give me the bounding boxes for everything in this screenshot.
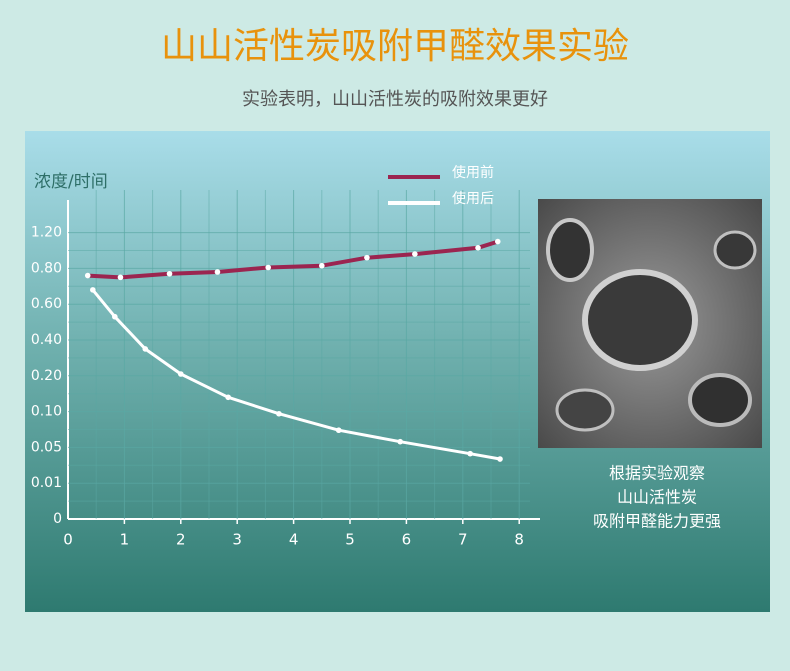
x-tick-label: 3 xyxy=(232,531,242,549)
data-point xyxy=(276,410,282,417)
x-tick-label: 0 xyxy=(63,531,73,549)
series-line xyxy=(85,239,500,280)
data-point xyxy=(178,371,184,377)
y-tick-label: 0.40 xyxy=(31,332,62,348)
y-tick-label: 0.05 xyxy=(31,439,62,455)
data-point xyxy=(475,245,481,251)
caption-line: 吸附甲醛能力更强 xyxy=(593,512,721,531)
x-tick-label: 6 xyxy=(402,531,412,549)
data-point xyxy=(112,313,118,320)
series-line xyxy=(91,288,502,461)
data-point xyxy=(467,450,473,457)
y-tick-label: 0.60 xyxy=(31,296,62,312)
x-tick-label: 4 xyxy=(289,531,299,549)
data-point xyxy=(214,269,221,275)
data-point xyxy=(397,438,403,445)
data-point xyxy=(225,394,231,401)
pore xyxy=(688,373,752,427)
pore xyxy=(546,218,594,282)
x-tick-label: 2 xyxy=(176,531,186,549)
data-point xyxy=(166,270,173,277)
subtitle: 实验表明，山山活性炭的吸附效果更好 xyxy=(242,89,548,110)
caption-line: 根据实验观察 xyxy=(609,464,705,483)
x-tick-label: 1 xyxy=(120,531,130,549)
x-tick-label: 7 xyxy=(458,531,468,549)
y-axis-label: 浓度/时间 xyxy=(34,172,108,192)
y-tick-label: 0 xyxy=(53,511,62,527)
legend-label: 使用前 xyxy=(452,164,494,181)
y-tick-label: 0.01 xyxy=(31,475,62,491)
legend-label: 使用后 xyxy=(452,190,494,207)
pore xyxy=(713,230,757,270)
data-point xyxy=(90,287,96,293)
data-point xyxy=(319,262,325,269)
caption-line: 山山活性炭 xyxy=(617,488,697,507)
data-point xyxy=(265,264,272,271)
title: 山山活性炭吸附甲醛效果实验 xyxy=(161,26,629,67)
grid: 0 0.01 0.05 0.10 0.20 0.40 0.60 0.80 1.20 0 1 2 3 4 5 6… xyxy=(31,190,530,549)
y-tick-label: 0.80 xyxy=(31,260,62,276)
data-point xyxy=(494,238,501,245)
data-point xyxy=(84,272,91,279)
data-point xyxy=(142,346,149,352)
data-point xyxy=(117,274,124,281)
pore xyxy=(555,388,615,432)
x-tick-label: 8 xyxy=(514,531,524,549)
photo xyxy=(538,199,762,448)
data-point xyxy=(497,456,503,462)
pore xyxy=(582,269,698,371)
y-tick-label: 0.20 xyxy=(31,368,62,384)
data-point xyxy=(364,254,370,261)
y-tick-label: 1.20 xyxy=(31,225,62,241)
y-tick-label: 0.10 xyxy=(31,404,62,420)
data-point xyxy=(335,427,342,434)
x-tick-label: 5 xyxy=(345,531,355,549)
data-point xyxy=(412,251,418,257)
